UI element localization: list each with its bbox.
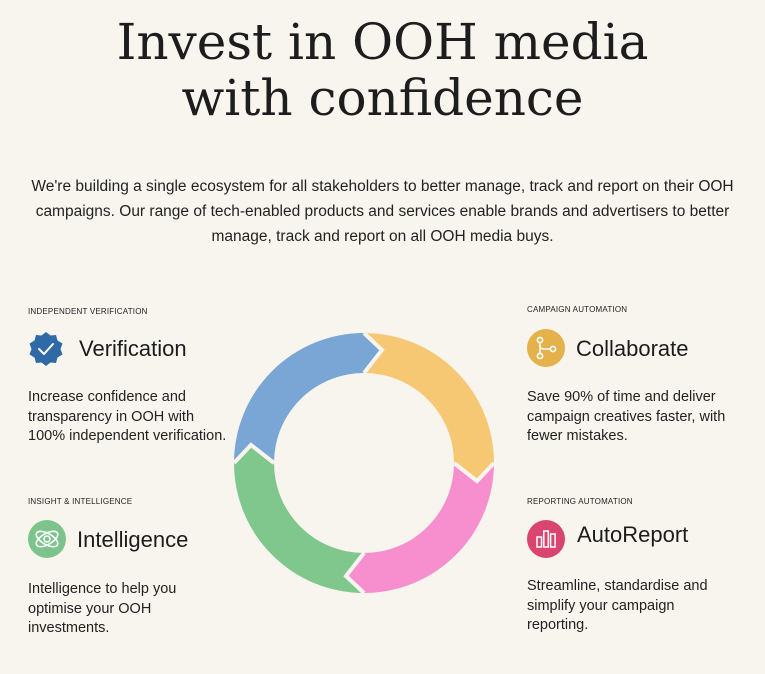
orbit-icon	[28, 520, 66, 558]
autoreport-title: AutoReport	[577, 522, 689, 547]
intelligence-description: Intelligence to help you optimise your O…	[28, 581, 177, 636]
verified-badge-icon	[27, 330, 65, 368]
page-title-line-2: with confidence	[181, 69, 584, 127]
verification-title: Verification	[79, 336, 187, 361]
cycle-segment-pink	[346, 463, 494, 593]
cycle-segment-green	[234, 445, 364, 593]
intelligence-title: Intelligence	[77, 527, 189, 552]
page-title: Invest in OOH media with confidence	[0, 14, 765, 126]
collaborate-eyebrow: CAMPAIGN AUTOMATION	[527, 305, 628, 314]
verification-description: Increase confidence and transparency in …	[28, 389, 227, 444]
cycle-diagram	[224, 323, 504, 603]
bar-chart-icon	[527, 520, 565, 558]
cycle-segment-blue	[234, 333, 382, 463]
intelligence-eyebrow: INSIGHT & INTELLIGENCE	[28, 497, 133, 506]
verification-eyebrow: INDEPENDENT VERIFICATION	[28, 307, 148, 316]
workflow-icon	[527, 329, 565, 367]
cycle-segment-yellow	[364, 333, 494, 481]
collaborate-description: Save 90% of time and deliver campaign cr…	[527, 389, 726, 444]
page-subtitle: We're building a single ecosystem for al…	[31, 178, 734, 245]
autoreport-description: Streamline, standardise and simplify you…	[527, 578, 708, 633]
autoreport-eyebrow: REPORTING AUTOMATION	[527, 497, 633, 506]
page-title-line-1: Invest in OOH media	[116, 13, 649, 71]
collaborate-title: Collaborate	[576, 336, 689, 361]
